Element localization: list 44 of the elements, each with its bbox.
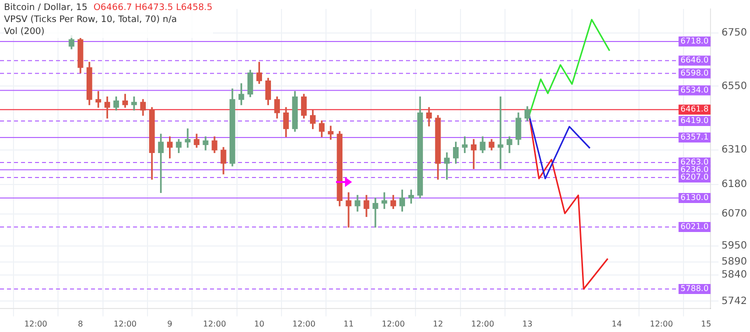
x-tick-label: 12:00 bbox=[24, 319, 48, 328]
ref-line-label: 6419.0 bbox=[680, 116, 709, 126]
x-tick-label: 12 bbox=[432, 319, 444, 328]
x-tick-label: 13 bbox=[522, 319, 532, 328]
y-tick-label: 6070 bbox=[722, 208, 748, 220]
x-tick-label: 12:00 bbox=[202, 319, 226, 328]
y-tick-label: 6550 bbox=[722, 80, 748, 92]
ref-line-label: 6207.0 bbox=[680, 172, 709, 182]
candlestick bbox=[498, 96, 504, 170]
ref-line-label: 6718.0 bbox=[680, 36, 709, 46]
y-tick-label: 5742 bbox=[722, 296, 748, 307]
x-tick-label: 15 bbox=[700, 319, 712, 328]
ref-line-label: 6236.0 bbox=[680, 164, 709, 174]
ref-line-label: 6461.8 bbox=[680, 104, 709, 114]
x-tick-label: 12:00 bbox=[382, 319, 405, 328]
ref-line-label: 6598.0 bbox=[680, 68, 709, 78]
ref-line-label: 5788.0 bbox=[680, 284, 709, 294]
chart-title: Bitcoin / Dollar, 15 bbox=[4, 3, 88, 13]
candlestick bbox=[346, 192, 352, 228]
ref-line-label: 6263.0 bbox=[680, 158, 709, 167]
x-tick-label: 12:00 bbox=[471, 319, 494, 328]
annotation: VPSV (Ticks Per Row, 10, Total, 70) n/a bbox=[4, 14, 178, 26]
y-tick-label: 5840 bbox=[722, 270, 748, 281]
annotation: Vol (200) bbox=[4, 26, 46, 38]
x-tick-label: 11 bbox=[343, 319, 354, 328]
y-tick-label: 6750 bbox=[722, 28, 748, 39]
x-tick-label: 14 bbox=[612, 319, 622, 328]
y-tick-label: 5890 bbox=[722, 256, 748, 268]
ref-line-label: 6357.1 bbox=[680, 132, 709, 142]
y-tick-label: 5950 bbox=[722, 240, 748, 252]
ref-line-label: 6646.0 bbox=[680, 56, 709, 65]
annotation: O6466.7 H6473.5 L6458.5 bbox=[93, 3, 213, 13]
y-tick-label: 6180 bbox=[722, 179, 748, 190]
candlestick bbox=[131, 96, 137, 110]
x-tick-label: 9 bbox=[167, 319, 172, 328]
x-tick-label: 10 bbox=[254, 319, 264, 328]
ref-line-label: 6130.0 bbox=[680, 193, 709, 202]
x-tick-label: 8 bbox=[78, 319, 83, 328]
x-tick-label: 12:00 bbox=[114, 319, 137, 328]
x-tick-label: 12:00 bbox=[650, 319, 673, 328]
ref-line-label: 6534.0 bbox=[680, 86, 709, 95]
y-tick-label: 6310 bbox=[722, 144, 748, 156]
ref-line-label: 6021.0 bbox=[680, 222, 709, 232]
x-tick-label: 12:00 bbox=[292, 319, 316, 328]
